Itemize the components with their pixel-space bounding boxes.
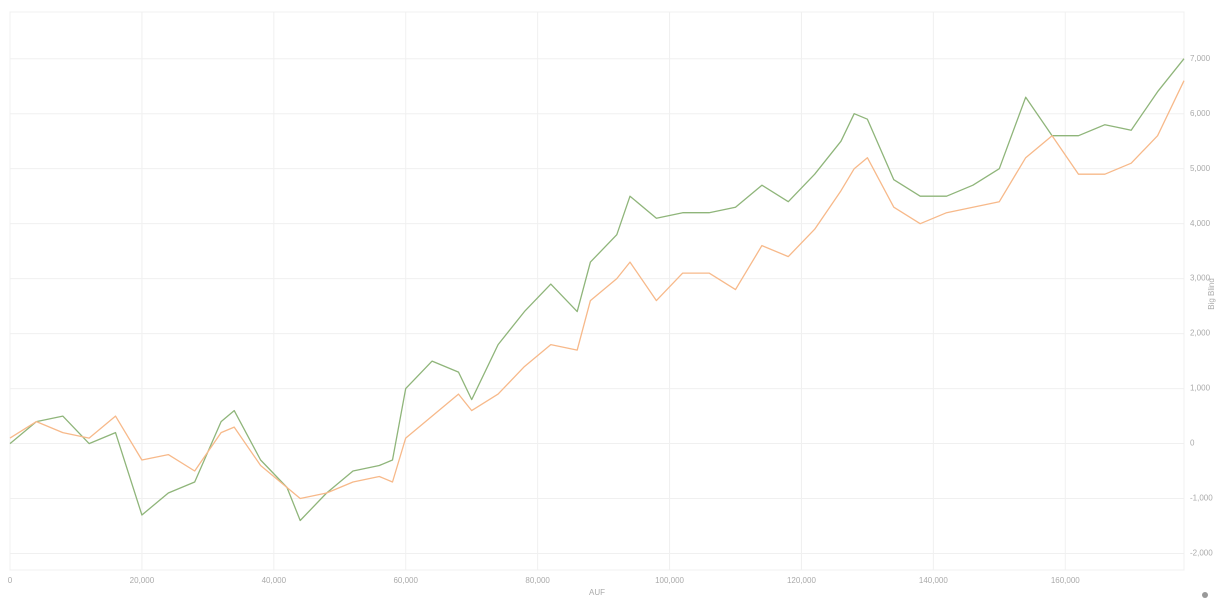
y-tick-label: 6,000 xyxy=(1190,109,1211,118)
y-tick-label: 3,000 xyxy=(1190,274,1211,283)
x-tick-label: 100,000 xyxy=(655,576,684,585)
x-tick-label: 60,000 xyxy=(393,576,418,585)
plot-frame xyxy=(9,11,1185,571)
y-tick-label: -2,000 xyxy=(1190,549,1213,558)
x-tick-label: 140,000 xyxy=(919,576,948,585)
y-tick-label: 4,000 xyxy=(1190,219,1211,228)
y-tick-label: 7,000 xyxy=(1190,54,1211,63)
x-tick-label: 120,000 xyxy=(787,576,816,585)
x-tick-label: 0 xyxy=(8,576,13,585)
x-tick-label: 40,000 xyxy=(262,576,287,585)
x-tick-label: 80,000 xyxy=(525,576,550,585)
y-tick-label: 5,000 xyxy=(1190,164,1211,173)
x-axis-label: AUF xyxy=(589,588,605,597)
x-tick-label: 20,000 xyxy=(130,576,155,585)
series-line xyxy=(9,58,1185,522)
y-tick-label: 1,000 xyxy=(1190,384,1211,393)
y-tick-label: 0 xyxy=(1190,439,1195,448)
series-line xyxy=(9,80,1185,500)
y-tick-label: -1,000 xyxy=(1190,494,1213,503)
y-tick-label: 2,000 xyxy=(1190,329,1211,338)
x-tick-label: 160,000 xyxy=(1051,576,1080,585)
y-axis-label: Big Blind xyxy=(1207,278,1216,310)
info-icon[interactable] xyxy=(1202,592,1208,598)
